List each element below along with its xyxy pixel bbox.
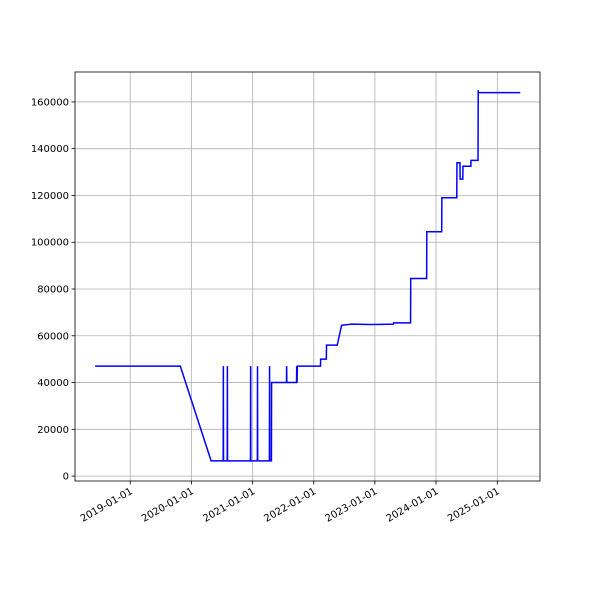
y-tick-label: 140000 <box>31 144 69 155</box>
y-tick-label: 0 <box>63 472 69 483</box>
y-tick-label: 120000 <box>31 191 69 202</box>
y-tick-label: 40000 <box>37 378 69 389</box>
y-tick-label: 80000 <box>37 285 69 296</box>
y-tick-label: 160000 <box>31 97 69 108</box>
y-tick-label: 20000 <box>37 425 69 436</box>
plot-frame <box>74 71 541 482</box>
data-line <box>95 90 521 462</box>
y-tick-label: 100000 <box>31 238 69 249</box>
y-tick-label: 60000 <box>37 331 69 342</box>
